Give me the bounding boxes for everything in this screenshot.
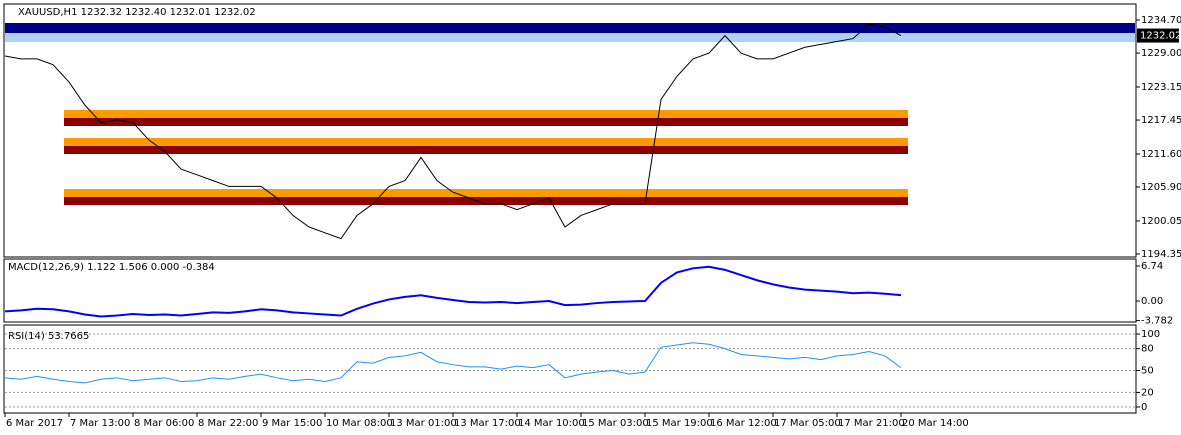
y-tick-label: 80	[1141, 344, 1154, 355]
y-tick-label: 20	[1141, 387, 1154, 398]
x-tick-label: 13 Mar 17:00	[454, 418, 521, 429]
panel-frame	[3, 324, 1137, 414]
y-tick-label: 1211.60	[1141, 149, 1181, 160]
series-line	[4, 342, 902, 384]
zone	[64, 118, 908, 126]
zone	[64, 138, 908, 146]
y-tick-label: 6.74	[1141, 261, 1163, 272]
zone	[5, 23, 1135, 33]
y-tick-label: 1234.70	[1141, 15, 1181, 26]
x-tick-label: 14 Mar 10:00	[518, 418, 585, 429]
x-tick-label: 6 Mar 2017	[6, 418, 63, 429]
y-tick-label: -3.782	[1141, 316, 1173, 327]
x-tick-label: 15 Mar 19:00	[646, 418, 713, 429]
y-tick-label: 50	[1141, 366, 1154, 377]
y-tick-label: 0	[1141, 402, 1147, 413]
y-tick-label: 1194.35	[1141, 249, 1181, 260]
x-tick-label: 16 Mar 12:00	[710, 418, 777, 429]
x-tick-label: 13 Mar 01:00	[390, 418, 457, 429]
y-tick-label: 1205.90	[1141, 182, 1181, 193]
price-marker	[1137, 28, 1179, 43]
y-tick-label: 100	[1141, 329, 1160, 340]
x-tick-label: 17 Mar 21:00	[838, 418, 905, 429]
panel-title: MACD(12,26,9) 1.122 1.506 0.000 -0.384	[8, 262, 215, 273]
x-tick-label: 20 Mar 14:00	[902, 418, 969, 429]
x-tick-label: 8 Mar 06:00	[134, 418, 194, 429]
zone	[64, 189, 908, 197]
y-tick-label: 1217.45	[1141, 115, 1181, 126]
y-tick-label: 1200.05	[1141, 216, 1181, 227]
price-marker-label: 1232.02	[1140, 31, 1181, 42]
chart-title: XAUUSD,H1 1232.32 1232.40 1232.01 1232.0…	[18, 7, 256, 18]
x-tick-label: 8 Mar 22:00	[198, 418, 258, 429]
panel-frame	[3, 3, 1137, 258]
zone	[64, 146, 908, 154]
y-tick-label: 0.00	[1141, 296, 1163, 307]
x-tick-label: 10 Mar 08:00	[326, 418, 393, 429]
panel-title: RSI(14) 53.7665	[8, 331, 89, 342]
x-tick-label: 17 Mar 05:00	[774, 418, 841, 429]
y-tick-label: 1223.15	[1141, 82, 1181, 93]
zone	[64, 110, 908, 118]
y-tick-label: 1229.00	[1141, 48, 1181, 59]
zone	[64, 197, 908, 205]
x-tick-label: 15 Mar 03:00	[582, 418, 649, 429]
series-line	[4, 265, 902, 318]
x-tick-label: 7 Mar 13:00	[70, 418, 130, 429]
panel-frame	[3, 258, 1137, 323]
series-line	[4, 23, 902, 240]
x-tick-label: 9 Mar 15:00	[262, 418, 322, 429]
zone	[5, 33, 1135, 42]
